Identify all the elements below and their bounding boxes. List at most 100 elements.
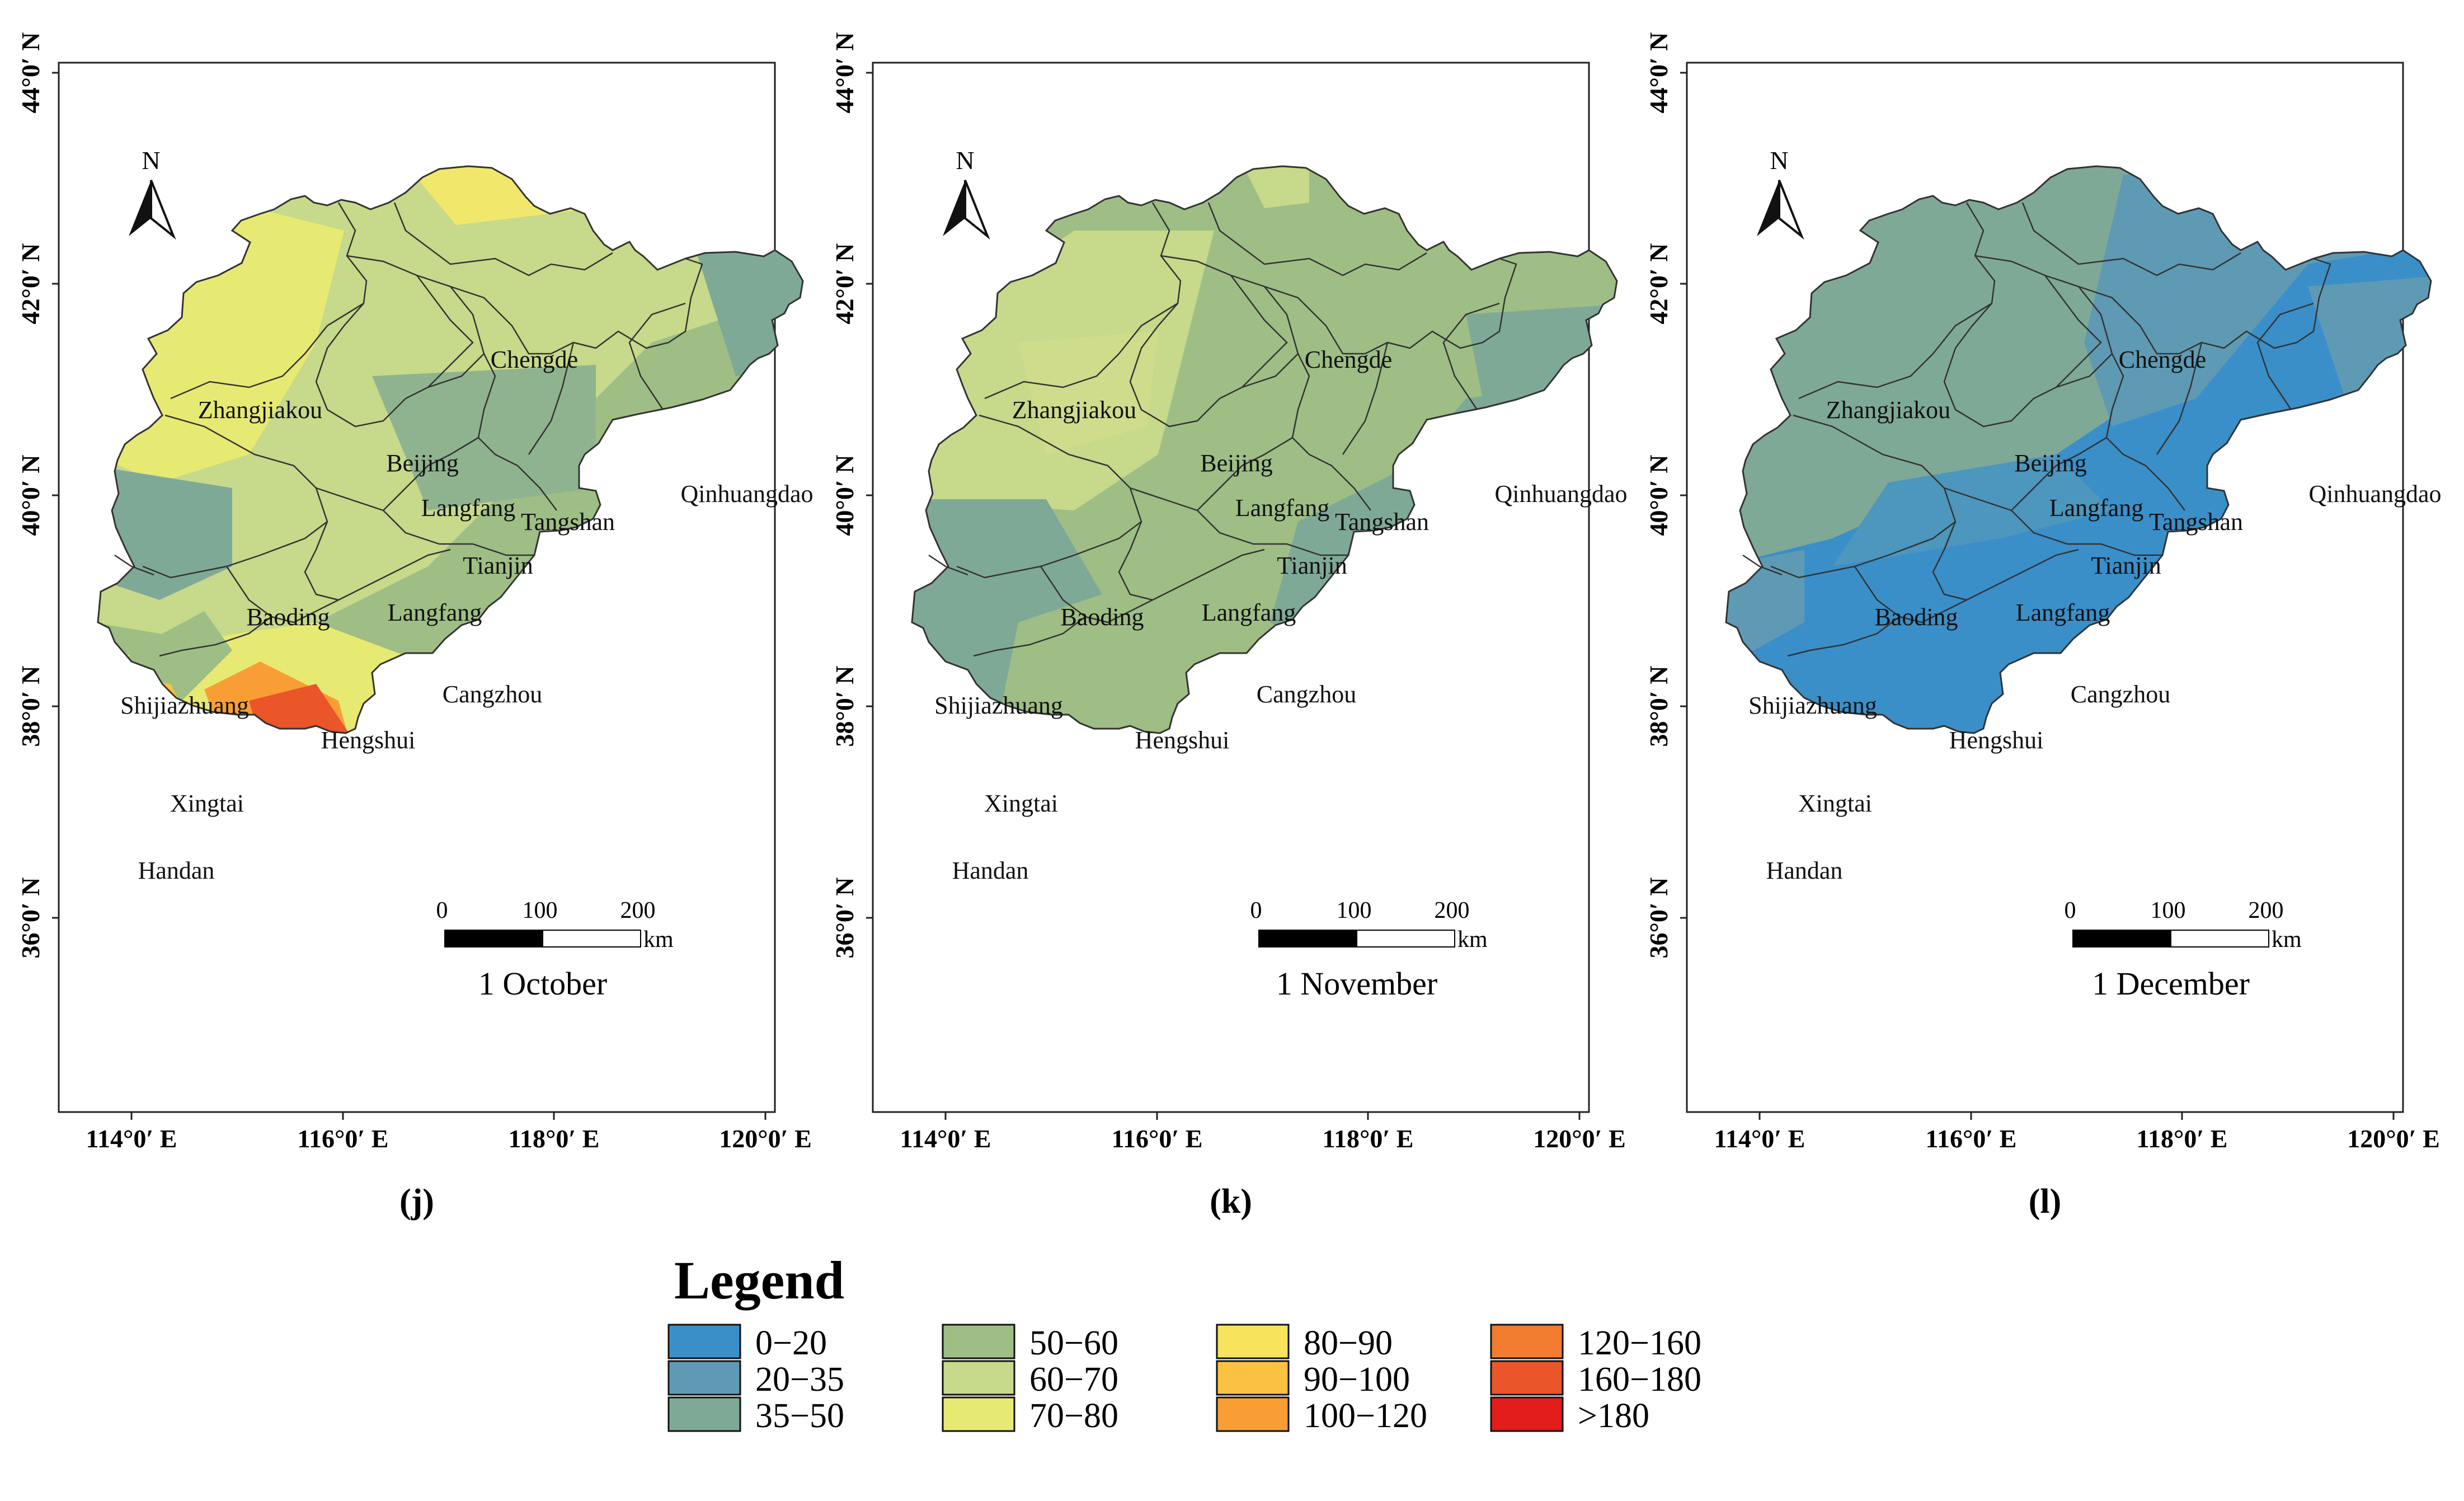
north-arrow-outline — [1778, 180, 1804, 240]
city-hengshui: Hengshui — [1135, 726, 1230, 754]
city-tianjin: Tianjin — [2091, 552, 2161, 579]
scale-bar-black — [444, 930, 543, 947]
lon-label-114: 114°0′ E — [900, 1124, 991, 1153]
lat-label-36: 36°0′ N — [1644, 877, 1673, 958]
city-xingtai: Xingtai — [170, 790, 244, 817]
city-handan: Handan — [1766, 857, 1843, 884]
city-langfang-north: Langfang — [1235, 494, 1330, 522]
city-tangshan: Tangshan — [521, 508, 615, 536]
lon-label-116: 116°0′ E — [298, 1124, 389, 1153]
lat-label-44: 44°0′ N — [830, 32, 859, 113]
north-label: N — [956, 146, 974, 175]
scale-unit: km — [2272, 927, 2302, 953]
legend-label-90-100: 90−100 — [1304, 1361, 1410, 1399]
legend-item: 160−180 — [1490, 1360, 1701, 1399]
north-arrow-icon — [1757, 180, 1779, 236]
lon-label-116: 116°0′ E — [1112, 1124, 1203, 1153]
legend-swatch-35-50 — [667, 1396, 741, 1432]
lon-label-120: 120°0′ E — [2347, 1124, 2440, 1153]
latitude-ticks: 44°0′ N 42°0′ N 40°0′ N 38°0′ N 36°0′ N — [830, 32, 873, 959]
city-langfang-south: Langfang — [2016, 599, 2110, 626]
city-labels: Chengde Zhangjiakou Beijing Langfang Tan… — [934, 346, 1627, 884]
city-cangzhou: Cangzhou — [1257, 681, 1356, 708]
lon-label-118: 118°0′ E — [509, 1124, 600, 1153]
scale-tick-100: 100 — [1337, 898, 1372, 923]
scale-tick-100: 100 — [523, 898, 558, 923]
province-boundaries — [928, 202, 1517, 657]
scale-unit: km — [1457, 927, 1488, 953]
legend: Legend 0−20 20−35 35−50 50−60 60−70 70−8… — [667, 1250, 1701, 1435]
legend-label-70-80: 70−80 — [1029, 1397, 1118, 1435]
panel-tag: (k) — [1210, 1183, 1252, 1221]
panel-l: 44°0′ N 42°0′ N 40°0′ N 38°0′ N 36°0′ N … — [1644, 32, 2442, 1221]
city-zhangjiakou: Zhangjiakou — [1012, 396, 1136, 424]
latitude-ticks: 44°0′ N 42°0′ N 40°0′ N 38°0′ N 36°0′ N — [1644, 32, 1687, 959]
scale-tick-0: 0 — [1250, 898, 1262, 923]
scale-bar-white — [1356, 930, 1455, 947]
city-hengshui: Hengshui — [321, 726, 416, 754]
lon-label-114: 114°0′ E — [86, 1124, 177, 1153]
legend-swatch-50-60 — [942, 1324, 1015, 1359]
legend-item: 20−35 — [667, 1360, 844, 1399]
legend-swatch-160-180 — [1490, 1360, 1564, 1396]
legend-item: 80−90 — [1216, 1324, 1393, 1362]
north-label: N — [1770, 146, 1788, 175]
scale-bar-black — [2072, 930, 2171, 947]
north-arrow-outline — [150, 180, 176, 240]
city-langfang-north: Langfang — [2049, 494, 2144, 522]
city-shijiazhuang: Shijiazhuang — [1748, 692, 1877, 719]
lon-label-114: 114°0′ E — [1714, 1124, 1805, 1153]
scale-bar-white — [542, 930, 641, 947]
city-langfang-north: Langfang — [421, 494, 516, 522]
city-handan: Handan — [952, 857, 1029, 884]
city-baoding: Baoding — [246, 603, 330, 631]
city-chengde: Chengde — [1305, 346, 1392, 373]
city-tangshan: Tangshan — [2149, 508, 2243, 536]
legend-item: 60−70 — [942, 1360, 1118, 1399]
north-arrow-outline — [964, 180, 990, 240]
legend-label-35-50: 35−50 — [755, 1397, 844, 1435]
legend-swatch-90-100 — [1216, 1360, 1290, 1396]
lon-label-120: 120°0′ E — [1533, 1124, 1626, 1153]
north-arrow: N — [129, 146, 176, 240]
legend-item: 50−60 — [942, 1324, 1118, 1362]
city-shijiazhuang: Shijiazhuang — [934, 692, 1063, 719]
city-chengde: Chengde — [491, 346, 578, 373]
scale-tick-100: 100 — [2151, 898, 2186, 923]
north-arrow: N — [1757, 146, 1804, 240]
lat-label-38: 38°0′ N — [1644, 665, 1673, 747]
lat-label-42: 42°0′ N — [830, 243, 859, 324]
legend-title: Legend — [674, 1250, 844, 1310]
scale-bar: 0 100 200 km — [1250, 898, 1488, 953]
city-xingtai: Xingtai — [984, 790, 1058, 817]
legend-label-20-35: 20−35 — [755, 1361, 844, 1399]
city-hengshui: Hengshui — [1949, 726, 2044, 754]
legend-label-120-160: 120−160 — [1578, 1324, 1701, 1362]
lat-label-36: 36°0′ N — [16, 877, 45, 958]
lon-label-118: 118°0′ E — [2137, 1124, 2228, 1153]
city-beijing: Beijing — [1200, 449, 1273, 477]
lon-label-116: 116°0′ E — [1926, 1124, 2017, 1153]
panel-date: 1 October — [478, 965, 607, 1002]
panel-j: 44°0′ N 42°0′ N 40°0′ N 38°0′ N 36°0′ N … — [16, 32, 814, 1221]
lat-label-38: 38°0′ N — [830, 665, 859, 747]
scale-bar: 0 100 200 km — [436, 898, 674, 953]
scale-bar-black — [1258, 930, 1357, 947]
panel-tag: (l) — [2029, 1183, 2062, 1221]
city-baoding: Baoding — [1060, 603, 1144, 631]
city-labels: Chengde Zhangjiakou Beijing Langfang Tan… — [120, 346, 813, 884]
legend-item: 0−20 — [667, 1324, 827, 1362]
city-zhangjiakou: Zhangjiakou — [1826, 396, 1950, 424]
scale-tick-200: 200 — [1435, 898, 1470, 923]
scale-tick-0: 0 — [436, 898, 448, 923]
legend-label-100-120: 100−120 — [1304, 1397, 1427, 1435]
lat-label-42: 42°0′ N — [16, 243, 45, 324]
lat-label-40: 40°0′ N — [1644, 454, 1673, 536]
legend-swatch-100-120 — [1216, 1396, 1290, 1432]
city-tangshan: Tangshan — [1335, 508, 1429, 536]
legend-label-60-70: 60−70 — [1029, 1361, 1118, 1399]
city-labels: Chengde Zhangjiakou Beijing Langfang Tan… — [1748, 346, 2441, 884]
legend-label-0-20: 0−20 — [755, 1324, 827, 1362]
legend-label-160-180: 160−180 — [1578, 1361, 1701, 1399]
